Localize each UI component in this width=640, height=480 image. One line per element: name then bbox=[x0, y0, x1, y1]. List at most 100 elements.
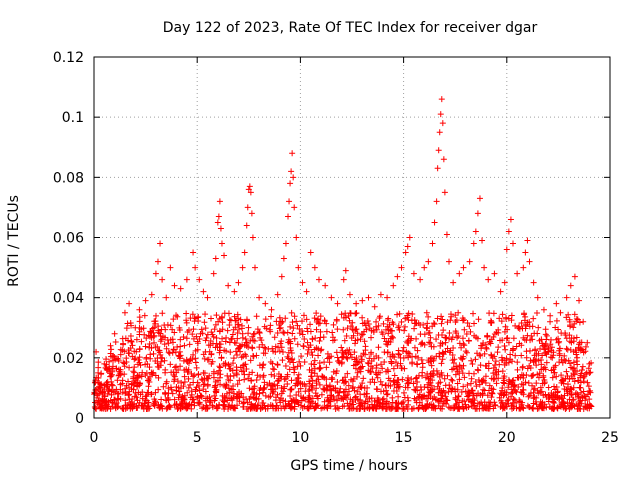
data-point bbox=[136, 314, 143, 321]
data-point bbox=[579, 363, 586, 370]
data-point bbox=[293, 318, 300, 325]
data-point bbox=[179, 404, 186, 411]
data-point bbox=[499, 384, 506, 391]
data-point bbox=[358, 356, 365, 363]
data-point bbox=[256, 294, 263, 301]
data-point bbox=[567, 360, 574, 367]
data-point bbox=[249, 333, 256, 340]
data-point bbox=[134, 361, 141, 368]
data-point bbox=[146, 340, 153, 347]
data-point bbox=[510, 335, 517, 342]
data-point bbox=[113, 386, 120, 393]
data-point bbox=[187, 394, 194, 401]
data-point bbox=[347, 351, 354, 358]
data-point bbox=[224, 397, 231, 404]
data-point bbox=[278, 273, 285, 280]
data-point bbox=[512, 352, 519, 359]
data-point bbox=[256, 330, 263, 337]
data-point bbox=[167, 361, 174, 368]
data-point bbox=[559, 377, 566, 384]
data-point bbox=[116, 370, 123, 377]
data-point bbox=[207, 315, 214, 322]
data-point bbox=[281, 376, 288, 383]
data-point bbox=[276, 314, 283, 321]
data-point bbox=[167, 264, 174, 271]
data-point bbox=[409, 311, 416, 318]
data-point bbox=[296, 325, 303, 332]
y-axis-label: ROTI / TECUs bbox=[6, 195, 22, 287]
data-point bbox=[134, 404, 141, 411]
data-point bbox=[541, 343, 548, 350]
data-point bbox=[225, 376, 232, 383]
data-point bbox=[315, 320, 322, 327]
data-point bbox=[278, 390, 285, 397]
data-point bbox=[419, 402, 426, 409]
data-point bbox=[434, 397, 441, 404]
data-point bbox=[175, 352, 182, 359]
data-point bbox=[261, 379, 268, 386]
data-point bbox=[151, 402, 158, 409]
data-point bbox=[576, 341, 583, 348]
data-point bbox=[312, 390, 319, 397]
data-point bbox=[312, 404, 319, 411]
data-point bbox=[155, 329, 162, 336]
data-point bbox=[334, 404, 341, 411]
data-point bbox=[564, 381, 571, 388]
data-point bbox=[145, 399, 152, 406]
data-point bbox=[171, 396, 178, 403]
data-point bbox=[510, 377, 517, 384]
data-point bbox=[476, 351, 483, 358]
data-point bbox=[293, 234, 300, 241]
data-point bbox=[324, 405, 331, 412]
data-point bbox=[570, 324, 577, 331]
data-point bbox=[491, 330, 498, 337]
data-point bbox=[157, 330, 164, 337]
data-point bbox=[395, 324, 402, 331]
data-point bbox=[501, 342, 508, 349]
data-point bbox=[120, 341, 127, 348]
data-point bbox=[530, 279, 537, 286]
data-point bbox=[497, 288, 504, 295]
data-point bbox=[389, 351, 396, 358]
data-point bbox=[539, 352, 546, 359]
data-point bbox=[342, 267, 349, 274]
data-point bbox=[233, 364, 240, 371]
data-point bbox=[282, 240, 289, 247]
data-point bbox=[446, 382, 453, 389]
data-point bbox=[511, 381, 518, 388]
data-point bbox=[240, 403, 247, 410]
data-point bbox=[95, 391, 102, 398]
data-point bbox=[183, 276, 190, 283]
data-point bbox=[228, 335, 235, 342]
data-point bbox=[303, 316, 310, 323]
data-point bbox=[141, 331, 148, 338]
data-point bbox=[324, 394, 331, 401]
data-point bbox=[291, 405, 298, 412]
data-point bbox=[522, 379, 529, 386]
data-point bbox=[542, 331, 549, 338]
data-point bbox=[473, 405, 480, 412]
data-point bbox=[152, 270, 159, 277]
data-point bbox=[237, 343, 244, 350]
data-point bbox=[510, 395, 517, 402]
data-point bbox=[441, 189, 448, 196]
data-point bbox=[272, 385, 279, 392]
data-point bbox=[125, 392, 132, 399]
data-point bbox=[168, 386, 175, 393]
data-point bbox=[533, 350, 540, 357]
data-point bbox=[243, 222, 250, 229]
data-point bbox=[427, 334, 434, 341]
data-point bbox=[123, 355, 130, 362]
data-point bbox=[360, 375, 367, 382]
data-point bbox=[410, 380, 417, 387]
data-point bbox=[260, 372, 267, 379]
data-point bbox=[184, 329, 191, 336]
data-point bbox=[541, 380, 548, 387]
data-point bbox=[241, 249, 248, 256]
data-point bbox=[495, 375, 502, 382]
y-tick-label: 0.1 bbox=[62, 110, 84, 126]
data-point bbox=[556, 345, 563, 352]
data-point bbox=[160, 383, 167, 390]
data-point bbox=[237, 316, 244, 323]
data-point bbox=[440, 327, 447, 334]
